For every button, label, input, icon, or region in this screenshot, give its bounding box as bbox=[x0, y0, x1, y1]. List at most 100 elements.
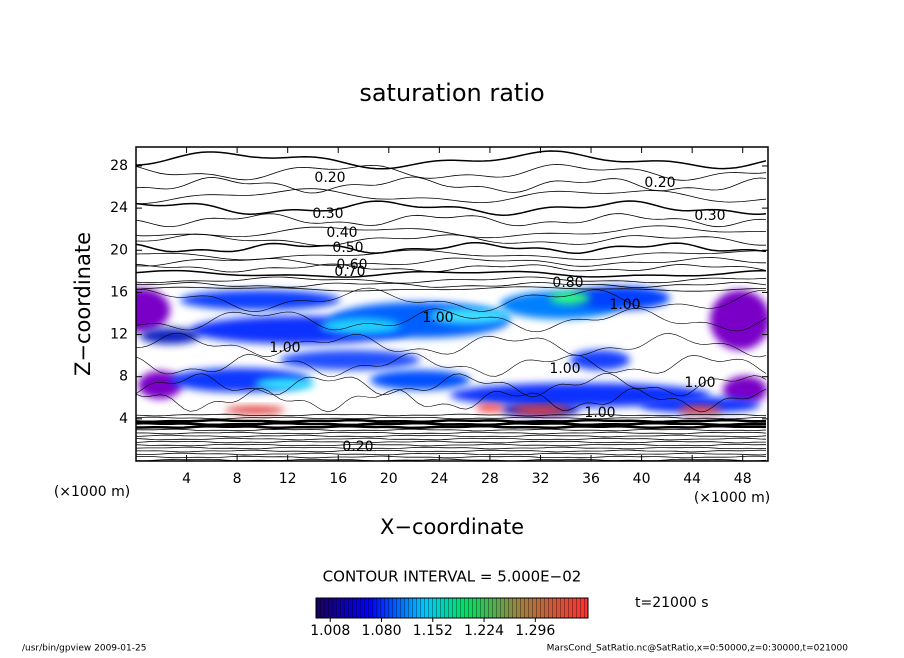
y-tick-label: 8 bbox=[119, 369, 128, 385]
x-tick-label: 40 bbox=[633, 471, 651, 487]
contour-line bbox=[136, 387, 767, 413]
shaded-region bbox=[550, 292, 590, 304]
contour-line bbox=[136, 418, 767, 424]
contour-line bbox=[136, 452, 767, 456]
chart-title: saturation ratio bbox=[359, 79, 544, 107]
x-tick-label: 36 bbox=[582, 471, 600, 487]
shaded-region bbox=[180, 290, 340, 310]
contour-line bbox=[136, 413, 767, 417]
shaded-region bbox=[640, 397, 760, 413]
shaded-region bbox=[140, 328, 200, 344]
contour-line bbox=[136, 225, 767, 239]
x-tick-label: 8 bbox=[233, 471, 242, 487]
y-axis-label: Z−coordinate bbox=[71, 232, 95, 376]
contour-interval: CONTOUR INTERVAL = 5.000E−02 bbox=[323, 568, 582, 586]
shaded-region bbox=[476, 404, 504, 412]
contour-line bbox=[136, 421, 766, 427]
contour-line bbox=[136, 233, 766, 247]
y-tick-label: 24 bbox=[110, 200, 128, 216]
plot-frame bbox=[135, 146, 769, 462]
time-label: t=21000 s bbox=[635, 595, 709, 611]
contour-line bbox=[136, 431, 767, 435]
contour-label: 0.70 bbox=[334, 264, 365, 280]
contour-line bbox=[136, 332, 767, 358]
contour-label: 1.00 bbox=[269, 340, 300, 356]
contour-line bbox=[136, 352, 767, 377]
y-unit: (×1000 m) bbox=[54, 484, 130, 500]
plot-area bbox=[136, 150, 768, 461]
contour-line bbox=[136, 150, 767, 170]
contour-label: 0.20 bbox=[314, 170, 345, 186]
contour-label: 0.40 bbox=[326, 225, 357, 241]
shaded-region bbox=[320, 318, 400, 334]
contour-line bbox=[136, 249, 767, 261]
contour-line bbox=[136, 373, 767, 398]
shaded-region bbox=[255, 378, 315, 390]
shaded-region bbox=[136, 288, 170, 332]
x-tick-label: 12 bbox=[279, 471, 297, 487]
colorbar-tick-label: 1.296 bbox=[515, 623, 555, 639]
contour-label: 0.80 bbox=[552, 275, 583, 291]
x-unit: (×1000 m) bbox=[694, 490, 770, 506]
contour-label: 0.60 bbox=[336, 257, 367, 273]
shaded-region bbox=[225, 406, 285, 414]
contour-label: 1.00 bbox=[549, 361, 580, 377]
contour-line bbox=[136, 428, 767, 432]
contour-line bbox=[136, 287, 767, 313]
contour-line bbox=[136, 257, 766, 267]
colorbar-tick-label: 1.080 bbox=[361, 623, 401, 639]
contour-line bbox=[136, 241, 767, 255]
footer-right: MarsCond_SatRatio.nc@SatRatio,x=0:50000,… bbox=[547, 644, 849, 654]
contour-line bbox=[136, 455, 767, 459]
y-tick-label: 28 bbox=[110, 158, 128, 174]
contour-label: 1.00 bbox=[609, 297, 640, 313]
contour-line bbox=[136, 263, 767, 273]
colorbar-tick-label: 1.224 bbox=[464, 623, 504, 639]
y-tick-label: 4 bbox=[119, 411, 128, 427]
footer-left: /usr/bin/gpview 2009-01-25 bbox=[22, 644, 146, 654]
shaded-region bbox=[280, 350, 420, 370]
contour-label: 1.00 bbox=[584, 405, 615, 421]
y-tick-label: 16 bbox=[110, 284, 128, 300]
x-tick-label: 16 bbox=[329, 471, 347, 487]
y-tick-label: 20 bbox=[110, 242, 128, 258]
contour-line bbox=[136, 437, 767, 441]
shaded-region bbox=[723, 376, 767, 404]
shaded-region bbox=[678, 406, 722, 414]
shaded-region bbox=[710, 290, 768, 350]
contour-line bbox=[136, 286, 766, 292]
contour-line bbox=[136, 269, 766, 278]
contour-label: 0.50 bbox=[332, 240, 363, 256]
contour-line bbox=[136, 213, 767, 228]
contour-line bbox=[136, 443, 766, 447]
x-tick-label: 32 bbox=[532, 471, 550, 487]
contour-line bbox=[136, 164, 767, 181]
colorbar-tick-label: 1.008 bbox=[310, 623, 350, 639]
shaded-region bbox=[370, 370, 470, 390]
contour-line bbox=[136, 307, 767, 333]
contour-line bbox=[136, 188, 767, 204]
shaded-region bbox=[450, 383, 710, 407]
contour-line bbox=[136, 440, 766, 444]
contour-line bbox=[136, 276, 767, 284]
x-tick-label: 24 bbox=[430, 471, 448, 487]
contour-line bbox=[136, 281, 767, 289]
contour-line bbox=[136, 434, 767, 438]
x-tick-label: 20 bbox=[380, 471, 398, 487]
x-tick-label: 48 bbox=[734, 471, 752, 487]
contour-line bbox=[136, 446, 767, 450]
x-tick-label: 28 bbox=[481, 471, 499, 487]
shaded-region bbox=[512, 406, 568, 414]
contour-line bbox=[136, 424, 767, 430]
contour-line bbox=[136, 449, 767, 453]
contour-label: 0.30 bbox=[694, 208, 725, 224]
shaded-region bbox=[570, 350, 630, 370]
contour-label: 1.00 bbox=[684, 375, 715, 391]
contour-line bbox=[136, 200, 767, 216]
colorbar-tick-label: 1.152 bbox=[413, 623, 453, 639]
contour-label: 1.00 bbox=[422, 310, 453, 326]
y-tick-label: 12 bbox=[110, 327, 128, 343]
x-axis-label: X−coordinate bbox=[380, 515, 524, 539]
colorbar-stripes bbox=[316, 598, 588, 618]
